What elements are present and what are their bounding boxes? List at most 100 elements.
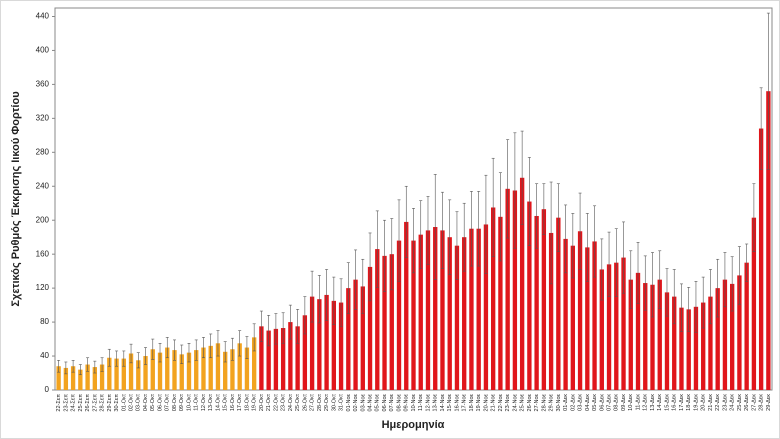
bar <box>396 240 402 390</box>
bar <box>425 230 431 390</box>
x-tick-label: 26-Οκτ <box>302 393 308 411</box>
bar <box>251 337 257 390</box>
bar <box>570 245 576 390</box>
x-tick-label: 30-Οκτ <box>331 393 337 411</box>
x-tick-label: 20-Οκτ <box>259 393 265 411</box>
x-tick-label: 18-Οκτ <box>244 393 250 411</box>
bar <box>462 237 467 390</box>
x-tick-label: 12-Δεκ <box>643 394 649 411</box>
bar <box>708 296 713 390</box>
x-tick-label: 13-Δεκ <box>650 394 656 411</box>
x-tick-label: 02-Οκτ <box>128 393 134 411</box>
x-tick-label: 25-Οκτ <box>295 393 301 411</box>
bar <box>56 366 61 390</box>
x-tick-label: 11-Νοε <box>418 393 424 411</box>
x-tick-label: 01-Δεκ <box>563 394 569 411</box>
bar <box>614 262 619 390</box>
bar <box>548 232 554 390</box>
x-tick-label: 24-Σεπ <box>71 394 77 412</box>
x-tick-label: 22-Σεπ <box>56 394 62 412</box>
x-tick-label: 15-Νοε <box>447 393 453 411</box>
bar <box>758 128 764 390</box>
x-tick-label: 13-Νοε <box>433 393 439 411</box>
bar <box>751 217 757 390</box>
x-tick-label: 25-Νοε <box>520 393 526 411</box>
x-tick-label: 20-Νοε <box>483 393 489 411</box>
bar <box>114 358 119 390</box>
bar <box>237 343 242 390</box>
bar <box>215 343 221 390</box>
x-tick-label: 01-Οκτ <box>121 393 127 411</box>
bar <box>657 279 662 390</box>
bar <box>404 221 409 390</box>
bar <box>672 296 677 390</box>
bar <box>360 286 365 390</box>
bar <box>302 315 308 390</box>
bar <box>280 328 286 390</box>
bar <box>628 279 633 390</box>
x-tick-label: 22-Οκτ <box>273 393 279 411</box>
x-tick-label: 19-Δεκ <box>693 394 699 411</box>
x-tick-label: 02-Νοε <box>353 393 359 411</box>
y-tick-label: 120 <box>36 283 50 292</box>
x-tick-label: 26-Νοε <box>527 393 533 411</box>
x-tick-label: 14-Οκτ <box>215 393 221 411</box>
bar <box>729 283 735 390</box>
bar <box>157 352 163 390</box>
bar <box>201 347 206 390</box>
x-tick-label: 27-Νοε <box>534 393 540 411</box>
bar <box>259 326 264 390</box>
x-tick-label: 18-Νοε <box>469 393 475 411</box>
bar <box>469 228 474 390</box>
bar <box>527 201 532 390</box>
x-tick-label: 25-Δεκ <box>737 394 743 411</box>
x-tick-label: 28-Νοε <box>541 393 547 411</box>
bar <box>476 228 481 390</box>
y-tick-label: 400 <box>36 46 50 55</box>
bar <box>295 326 300 390</box>
bar <box>143 356 148 390</box>
x-tick-label: 08-Νοε <box>396 393 402 411</box>
x-tick-label: 16-Νοε <box>454 393 460 411</box>
x-tick-label: 18-Δεκ <box>686 394 692 411</box>
x-tick-label: 03-Νοε <box>360 393 366 411</box>
x-tick-label: 21-Δεκ <box>708 394 714 411</box>
bar <box>433 227 438 390</box>
bar <box>70 366 76 390</box>
bar <box>389 254 394 390</box>
bar <box>534 215 539 390</box>
x-tick-label: 14-Δεκ <box>657 394 663 411</box>
bar <box>317 299 322 390</box>
x-tick-label: 12-Νοε <box>425 393 431 411</box>
x-tick-label: 29-Οκτ <box>324 393 330 411</box>
x-tick-label: 27-Σεπ <box>92 394 98 412</box>
y-tick-label: 360 <box>36 80 50 89</box>
x-tick-label: 04-Νοε <box>367 393 373 411</box>
bar <box>78 369 83 390</box>
bar <box>63 367 69 390</box>
y-tick-label: 0 <box>45 385 50 394</box>
bar <box>664 292 670 390</box>
bar <box>121 358 126 390</box>
x-tick-label: 12-Οκτ <box>201 393 207 411</box>
bar <box>650 284 655 390</box>
x-tick-label: 20-Δεκ <box>701 394 707 411</box>
bar <box>107 357 112 390</box>
x-tick-label: 09-Δεκ <box>621 394 627 411</box>
bar <box>172 350 177 390</box>
bar <box>635 272 641 390</box>
bar <box>273 328 279 390</box>
x-axis-title: Ημερομηνία <box>382 419 445 431</box>
x-tick-label: 07-Δεκ <box>606 394 612 411</box>
x-tick-label: 16-Δεκ <box>672 394 678 411</box>
bar <box>353 279 358 390</box>
x-tick-label: 03-Οκτ <box>136 393 142 411</box>
x-tick-label: 06-Δεκ <box>599 394 605 411</box>
bar <box>454 245 460 390</box>
x-tick-label: 05-Οκτ <box>150 393 156 411</box>
x-tick-label: 17-Δεκ <box>679 394 685 411</box>
x-tick-label: 14-Νοε <box>440 393 446 411</box>
bar <box>418 234 423 390</box>
bar <box>490 207 496 390</box>
y-tick-label: 240 <box>36 181 50 190</box>
